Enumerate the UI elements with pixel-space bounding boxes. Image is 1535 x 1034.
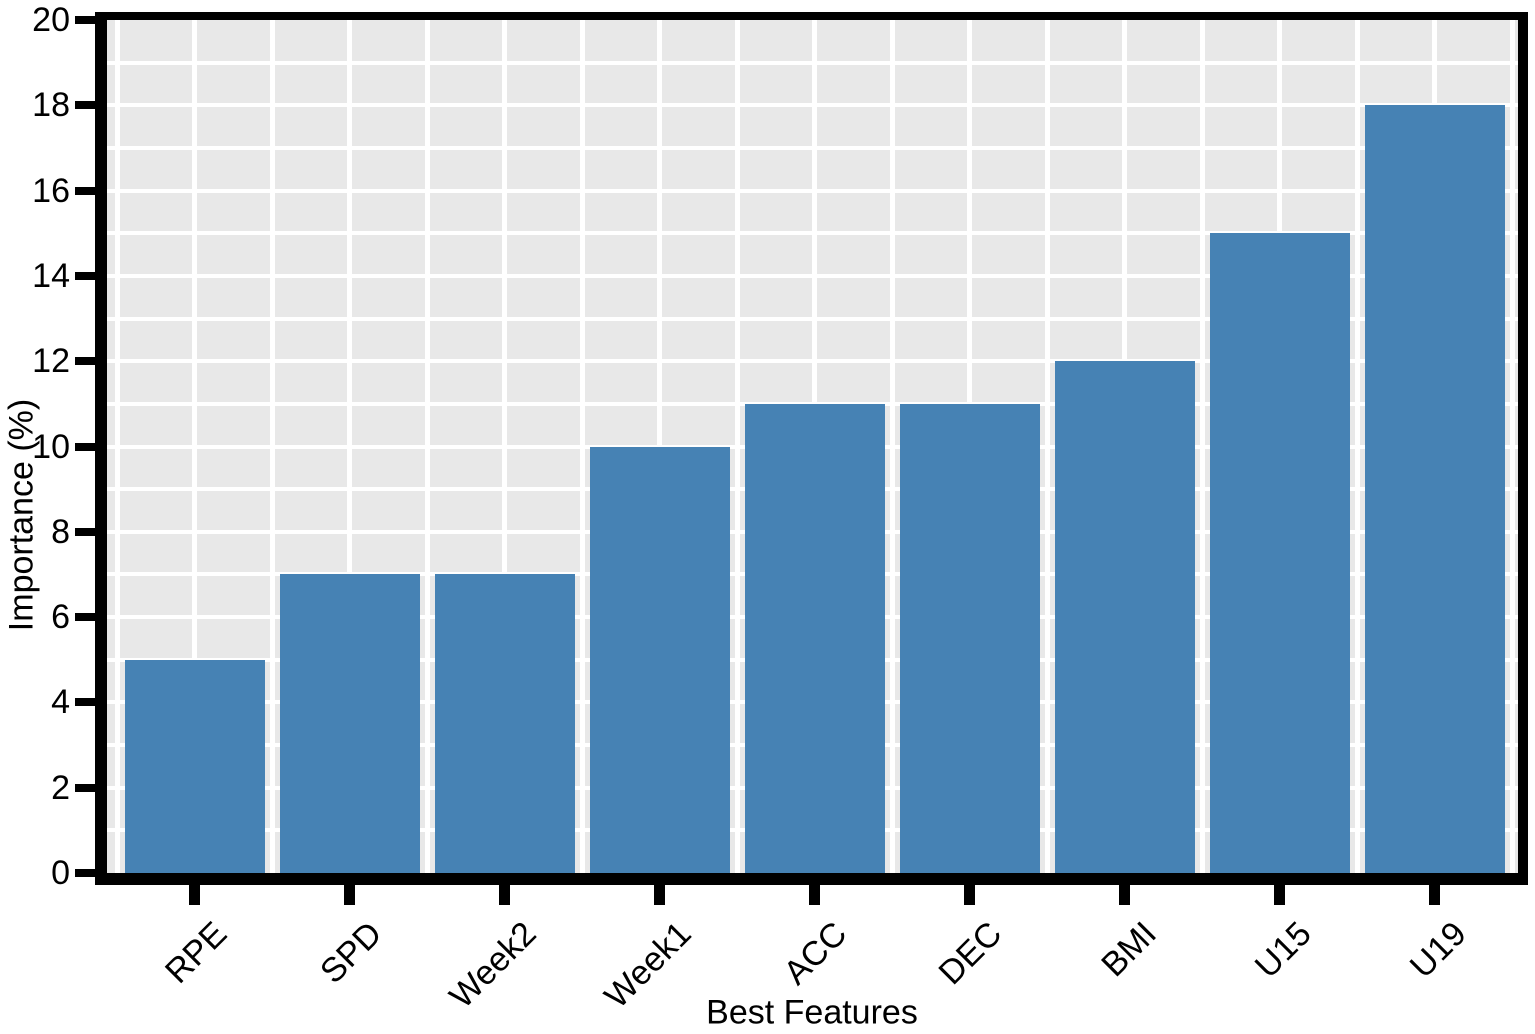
bar-bmi [1054,361,1195,873]
bar-spd [279,574,420,873]
y-tick [75,186,95,195]
gridline-vertical [1354,20,1360,873]
x-tick [344,885,355,905]
gridline-vertical [424,20,430,873]
gridline-vertical [114,20,120,873]
y-tick-label: 4 [51,683,70,722]
bar-dec [899,403,1040,873]
gridline-vertical [1199,20,1205,873]
gridline-vertical [734,20,740,873]
y-tick-label: 14 [32,256,70,295]
y-tick [75,527,95,536]
x-tick-label-acc: ACC [776,914,854,993]
x-tick-label-spd: SPD [312,914,389,991]
y-tick-label: 20 [32,1,70,39]
x-tick-label-u15: U15 [1247,914,1319,986]
gridline-vertical [1509,20,1515,873]
y-tick [75,613,95,622]
gridline-vertical [889,20,895,873]
gridline-vertical [579,20,585,873]
x-tick [964,885,975,905]
y-tick-label: 0 [51,854,70,892]
x-tick-label-bmi: BMI [1094,914,1164,985]
x-tick-label-week2: Week2 [442,914,544,1016]
gridline-vertical [269,20,275,873]
y-tick-label: 10 [32,427,70,466]
x-tick-label-u19: U19 [1402,914,1474,986]
x-axis-title: Best Features [706,993,918,1032]
y-tick [75,442,95,451]
x-tick [189,885,200,905]
bar-u15 [1209,233,1350,873]
x-tick [654,885,665,905]
bar-week1 [589,446,730,873]
x-tick [1429,885,1440,905]
bar-rpe [124,659,265,873]
x-tick-label-rpe: RPE [157,914,234,991]
y-tick-label: 8 [51,512,70,551]
y-tick [75,698,95,707]
y-tick [75,101,95,110]
y-axis-title: Importance (%) [2,398,41,632]
y-tick [75,869,95,877]
bar-acc [744,403,885,873]
y-tick-label: 2 [51,768,70,807]
y-tick [75,271,95,280]
gridline-vertical [502,20,507,873]
y-tick [75,16,95,24]
gridline-vertical [347,20,352,873]
y-tick-label: 12 [32,342,70,381]
y-tick-label: 6 [51,598,70,637]
x-tick [809,885,820,905]
y-tick [75,783,95,792]
x-tick [1274,885,1285,905]
y-tick-label: 18 [32,86,70,125]
y-tick-label: 16 [32,171,70,210]
x-tick-label-week1: Week1 [597,914,699,1016]
gridline-vertical [192,20,197,873]
gridline-vertical [1044,20,1050,873]
x-tick [499,885,510,905]
x-tick [1119,885,1130,905]
bar-u19 [1364,105,1505,873]
bar-week2 [434,574,575,873]
x-tick-label-dec: DEC [931,914,1009,993]
y-tick [75,357,95,366]
